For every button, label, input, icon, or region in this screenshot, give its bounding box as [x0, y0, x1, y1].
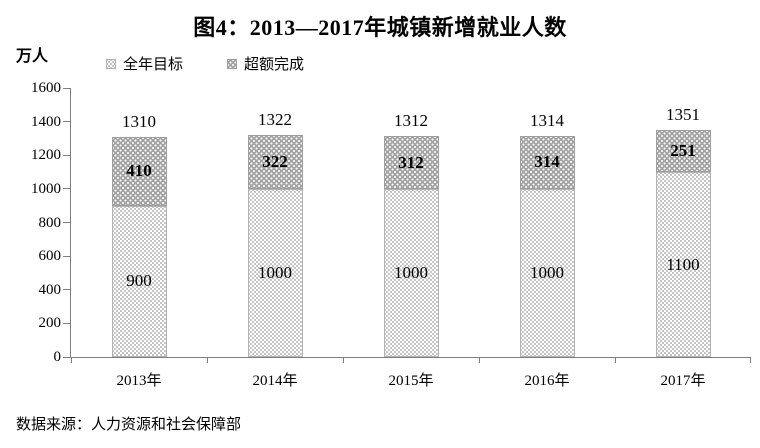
total-value-label: 1312: [394, 111, 428, 131]
y-tick-label: 800: [38, 214, 62, 231]
segment-value-label: 312: [398, 152, 424, 172]
x-axis-category-label: 2017年: [660, 373, 706, 389]
x-tick-mark: [207, 357, 208, 363]
bar-segment-annual-target: 900: [111, 205, 167, 357]
y-tick-label: 400: [38, 281, 62, 298]
segment-value-label: 410: [126, 161, 152, 181]
y-tick-label: 1000: [31, 180, 61, 197]
segment-value-label: 1100: [666, 254, 700, 274]
bar-segment-over-completion: 410: [111, 136, 167, 206]
segment-value-label: 900: [126, 271, 152, 291]
segment-value-label: 251: [670, 140, 696, 160]
x-axis-category-label: 2014年: [252, 373, 298, 389]
y-axis-unit-label: 万人: [16, 48, 49, 65]
x-tick-mark: [479, 357, 480, 363]
x-axis-category-label: 2015年: [388, 373, 434, 389]
y-tick-label: 1200: [31, 147, 61, 164]
y-tick-mark: [63, 255, 71, 257]
legend-marker-annual-target-icon: [106, 58, 116, 69]
legend-marker-over-completion-icon: [227, 58, 238, 69]
source-note: 数据来源：人力资源和社会保障部: [16, 417, 242, 433]
y-tick-label: 1600: [31, 80, 61, 96]
x-axis-category-label: 2013年: [116, 373, 162, 389]
legend-item-over-completion: 超额完成: [227, 53, 304, 74]
y-tick-label: 600: [38, 248, 62, 265]
y-tick-mark: [63, 121, 71, 123]
legend-label-over-completion: 超额完成: [244, 57, 305, 73]
segment-value-label: 314: [534, 152, 560, 172]
total-value-label: 1322: [258, 109, 292, 129]
y-tick-mark: [63, 87, 71, 89]
total-value-label: 1351: [666, 104, 700, 124]
x-tick-mark: [750, 357, 751, 363]
bar-segment-over-completion: 314: [519, 136, 575, 189]
x-tick-mark: [343, 357, 344, 363]
total-value-label: 1310: [122, 111, 156, 131]
bar-segment-annual-target: 1000: [383, 188, 439, 357]
x-tick-mark: [71, 357, 72, 363]
chart-title: 图4：2013—2017年城镇新增就业人数: [193, 15, 567, 40]
bar-segment-annual-target: 1000: [247, 188, 303, 357]
x-tick-mark: [615, 357, 616, 363]
plot-area: 0 200 400 600 800 1000 1200 1400 1600 900 410 1310 2…: [31, 80, 751, 389]
y-tick-mark: [63, 356, 71, 358]
bar-segment-over-completion: 251: [655, 129, 711, 173]
y-tick-label: 1400: [31, 113, 61, 130]
y-tick-mark: [63, 222, 71, 223]
legend: 全年目标 超额完成: [106, 53, 304, 74]
y-tick-label: 200: [38, 315, 62, 332]
bar-segment-annual-target: 1100: [655, 172, 711, 357]
y-tick-mark: [63, 289, 71, 291]
y-tick-mark: [63, 154, 71, 156]
y-tick-mark: [63, 322, 71, 324]
total-value-label: 1314: [530, 111, 564, 131]
x-axis-category-label: 2016年: [524, 373, 570, 389]
y-tick-label: 0: [53, 349, 62, 365]
bar-segment-over-completion: 312: [383, 136, 439, 189]
y-tick-mark: [63, 188, 71, 190]
segment-value-label: 1000: [258, 262, 292, 282]
bar-segment-over-completion: 322: [247, 134, 303, 189]
segment-value-label: 1000: [530, 262, 564, 282]
segment-value-label: 322: [262, 151, 288, 171]
segment-value-label: 1000: [394, 262, 428, 282]
bar-segment-annual-target: 1000: [519, 188, 575, 357]
legend-item-annual-target: 全年目标: [106, 53, 183, 74]
legend-label-annual-target: 全年目标: [123, 57, 184, 73]
